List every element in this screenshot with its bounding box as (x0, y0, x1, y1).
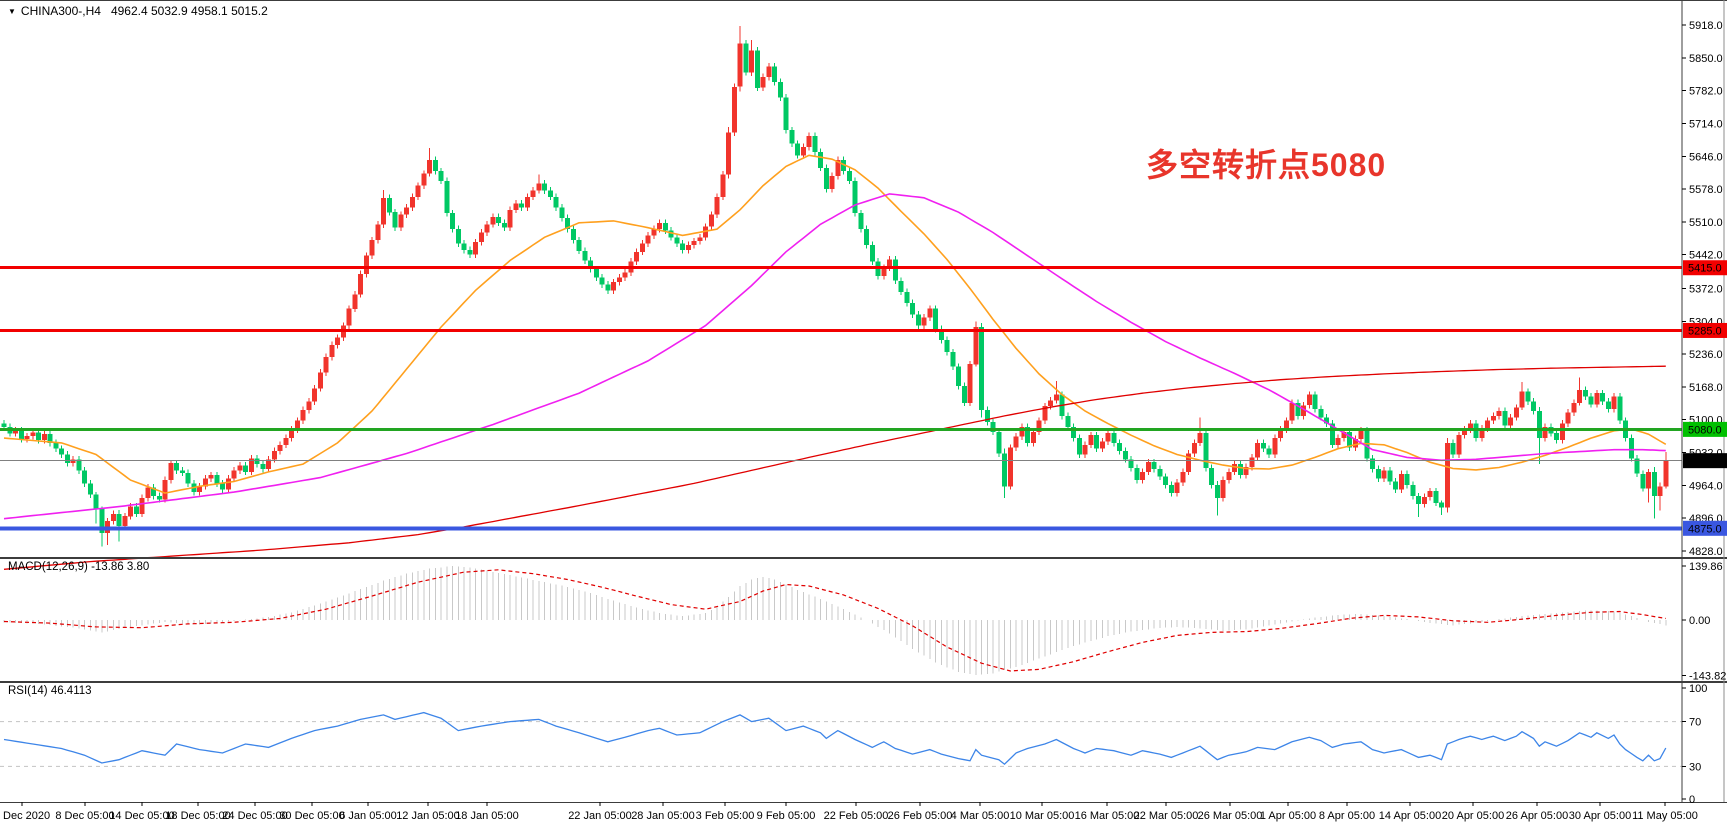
time-tick-label: 30 Apr 05:00 (1569, 810, 1631, 822)
bull-bear-pivot-annotation: 多空转折点5080 (1146, 147, 1387, 183)
rsi-line (3, 711, 1667, 766)
pane-separator-2[interactable] (0, 681, 1727, 683)
pane-separator-0 (0, 0, 1727, 1)
pane-separator-1[interactable] (0, 557, 1727, 559)
time-tick-label: 14 Dec 05:00 (109, 810, 174, 822)
rsi-indicator-label: RSI(14) 46.4113 (8, 685, 92, 697)
rsi-tick-label: 100 (1689, 683, 1707, 695)
macd-histogram (3, 566, 1667, 676)
rsi-tick-label: 0 (1689, 794, 1695, 806)
price-badge-5015.2 (1683, 453, 1727, 469)
pane-separator-3 (0, 802, 1727, 803)
time-tick-label: 4 Mar 05:00 (951, 810, 1010, 822)
rsi-tick-label: 70 (1689, 717, 1701, 729)
price-tick-label: 5236.0 (1689, 349, 1723, 361)
price-tick-label: 5442.0 (1689, 250, 1723, 262)
time-tick-label: 10 Mar 05:00 (1010, 810, 1075, 822)
rsi-tick-label: 30 (1689, 761, 1701, 773)
macd-tick-label: 0.00 (1689, 615, 1710, 627)
chart-title: ▼ CHINA300-,H4 4962.4 5032.9 4958.1 5015.2 (8, 4, 268, 18)
ohlc-values: 4962.4 5032.9 4958.1 5015.2 (110, 4, 268, 18)
time-tick-label: 26 Mar 05:00 (1198, 810, 1263, 822)
ma-mid-magenta-line (3, 193, 1666, 520)
price-tick-label: 4828.0 (1689, 546, 1723, 558)
price-badge-5080.0 (1683, 421, 1727, 437)
price-tick-label: 5918.0 (1689, 20, 1723, 32)
price-badge-5285.0 (1683, 322, 1727, 338)
symbol-dropdown-icon[interactable]: ▼ (8, 7, 16, 16)
macd-tick-label: -143.82 (1689, 671, 1726, 683)
time-tick-label: 14 Apr 05:00 (1379, 810, 1441, 822)
price-tick-label: 4964.0 (1689, 480, 1723, 492)
time-tick-label: 22 Feb 05:00 (824, 810, 889, 822)
time-tick-label: 30 Dec 05:00 (279, 810, 344, 822)
time-tick-label: 1 Apr 05:00 (1260, 810, 1316, 822)
macd-tick-label: 139.86 (1689, 561, 1723, 573)
price-badge-5415.0 (1683, 260, 1727, 276)
price-badge-label: 4875.0 (1688, 523, 1722, 535)
time-tick-label: 18 Dec 05:00 (165, 810, 230, 822)
time-tick-label: 20 Apr 05:00 (1442, 810, 1504, 822)
time-tick-label: 24 Dec 05:00 (222, 810, 287, 822)
time-tick-label: 22 Mar 05:00 (1134, 810, 1199, 822)
price-tick-label: 5510.0 (1689, 217, 1723, 229)
time-tick-label: 9 Feb 05:00 (757, 810, 816, 822)
time-tick-label: 16 Mar 05:00 (1075, 810, 1140, 822)
time-tick-label: 26 Feb 05:00 (888, 810, 953, 822)
price-tick-label: 5782.0 (1689, 86, 1723, 98)
time-tick-label: 18 Jan 05:00 (455, 810, 519, 822)
time-tick-label: 28 Jan 05:00 (631, 810, 695, 822)
time-tick-label: 8 Dec 05:00 (55, 810, 114, 822)
price-tick-label: 5850.0 (1689, 53, 1723, 65)
price-badge-4875.0 (1683, 520, 1727, 536)
price-tick-label: 5646.0 (1689, 151, 1723, 163)
price-badge-label: 5015.2 (1688, 456, 1722, 468)
time-tick-label: 26 Apr 05:00 (1506, 810, 1568, 822)
price-badge-label: 5285.0 (1688, 325, 1722, 337)
time-tick-label: 3 Feb 05:00 (696, 810, 755, 822)
time-tick-label: 8 Apr 05:00 (1319, 810, 1375, 822)
price-badge-label: 5415.0 (1688, 263, 1722, 275)
macd-indicator-label: MACD(12,26,9) -13.86 3.80 (8, 561, 150, 573)
ma-fast-orange-line (3, 154, 1667, 494)
macd-signal-line (3, 569, 1666, 672)
price-tick-label: 5372.0 (1689, 283, 1723, 295)
price-tick-label: 5714.0 (1689, 118, 1723, 130)
symbol-timeframe-label: CHINA300-,H4 (20, 4, 101, 18)
price-tick-label: 5578.0 (1689, 184, 1723, 196)
time-tick-label: 6 Jan 05:00 (339, 810, 397, 822)
time-tick-label: 2 Dec 2020 (0, 810, 50, 822)
ma-slow-red-line (3, 365, 1666, 570)
time-tick-label: 22 Jan 05:00 (568, 810, 632, 822)
price-tick-label: 5168.0 (1689, 382, 1723, 394)
time-tick-label: 11 May 05:00 (1632, 810, 1698, 822)
time-tick-label: 12 Jan 05:00 (396, 810, 460, 822)
price-badge-label: 5080.0 (1688, 424, 1722, 436)
